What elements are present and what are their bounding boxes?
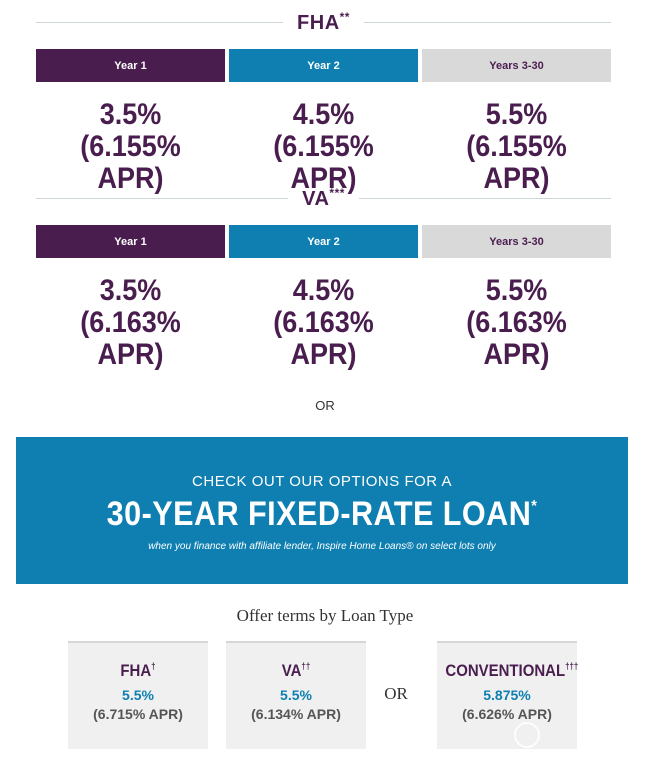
fha-rate-year-1: 3.5% (6.155% APR) [80, 98, 181, 195]
fha-rates: 3.5% (6.155% APR) 4.5% (6.155% APR) 5.5% (6… [36, 99, 611, 195]
va-rate-year-1: 3.5% (6.163% APR) [80, 274, 181, 371]
offer-card-conventional: CONVENTIONAL††† 5.875% (6.626% APR) [437, 641, 579, 749]
offer-card-rate: 5.5% [280, 687, 312, 703]
banner-line-1: CHECK OUT OUR OPTIONS FOR A [192, 473, 452, 490]
offer-card-rate: 5.5% [122, 687, 154, 703]
va-tab-years-3-30[interactable]: Years 3-30 [422, 225, 611, 258]
va-heading-label: VA*** [302, 185, 345, 210]
offer-card-apr: (6.134% APR) [251, 706, 341, 722]
va-rate-year-2: 4.5% (6.163% APR) [273, 274, 374, 371]
fha-rate-years-3-30: 5.5% (6.155% APR) [466, 98, 567, 195]
fixed-rate-banner[interactable]: CHECK OUT OUR OPTIONS FOR A 30-YEAR FIXE… [16, 437, 628, 584]
fha-rate-year-2: 4.5% (6.155% APR) [273, 98, 374, 195]
offer-title: Offer terms by Loan Type [236, 606, 414, 625]
divider [36, 197, 289, 199]
or-separator: OR [315, 398, 335, 413]
fha-heading: FHA** [36, 9, 612, 34]
fha-tab-year-2[interactable]: Year 2 [229, 49, 418, 82]
offer-card-type: CONVENTIONAL††† [445, 661, 579, 680]
offer-card-rate: 5.875% [483, 687, 531, 703]
va-tab-year-1[interactable]: Year 1 [36, 225, 225, 258]
divider [36, 21, 284, 23]
va-rates: 3.5% (6.163% APR) 4.5% (6.163% APR) 5.5% (6… [36, 275, 611, 371]
divider [358, 197, 612, 199]
fha-tab-year-1[interactable]: Year 1 [36, 49, 225, 82]
offer-card-va: VA†† 5.5% (6.134% APR) [226, 641, 366, 749]
va-heading: VA*** [36, 185, 612, 210]
va-tab-year-2[interactable]: Year 2 [229, 225, 418, 258]
fha-tab-years-3-30[interactable]: Years 3-30 [422, 49, 611, 82]
fha-heading-label: FHA** [297, 9, 350, 34]
offer-card-type: VA†† [281, 661, 311, 680]
watermark-logo-icon [514, 722, 540, 748]
offer-or-separator: OR [384, 684, 408, 703]
va-year-tabs: Year 1 Year 2 Years 3-30 [36, 225, 611, 258]
offer-card-type: FHA† [120, 661, 156, 680]
banner-headline: 30-YEAR FIXED-RATE LOAN* [106, 495, 538, 533]
va-rate-years-3-30: 5.5% (6.163% APR) [466, 274, 567, 371]
banner-subtext: when you finance with affiliate lender, … [148, 541, 496, 552]
offer-card-fha: FHA† 5.5% (6.715% APR) [68, 641, 208, 749]
fha-year-tabs: Year 1 Year 2 Years 3-30 [36, 49, 611, 82]
offer-card-apr: (6.715% APR) [93, 706, 183, 722]
divider [363, 21, 612, 23]
offer-card-apr: (6.626% APR) [462, 706, 552, 722]
